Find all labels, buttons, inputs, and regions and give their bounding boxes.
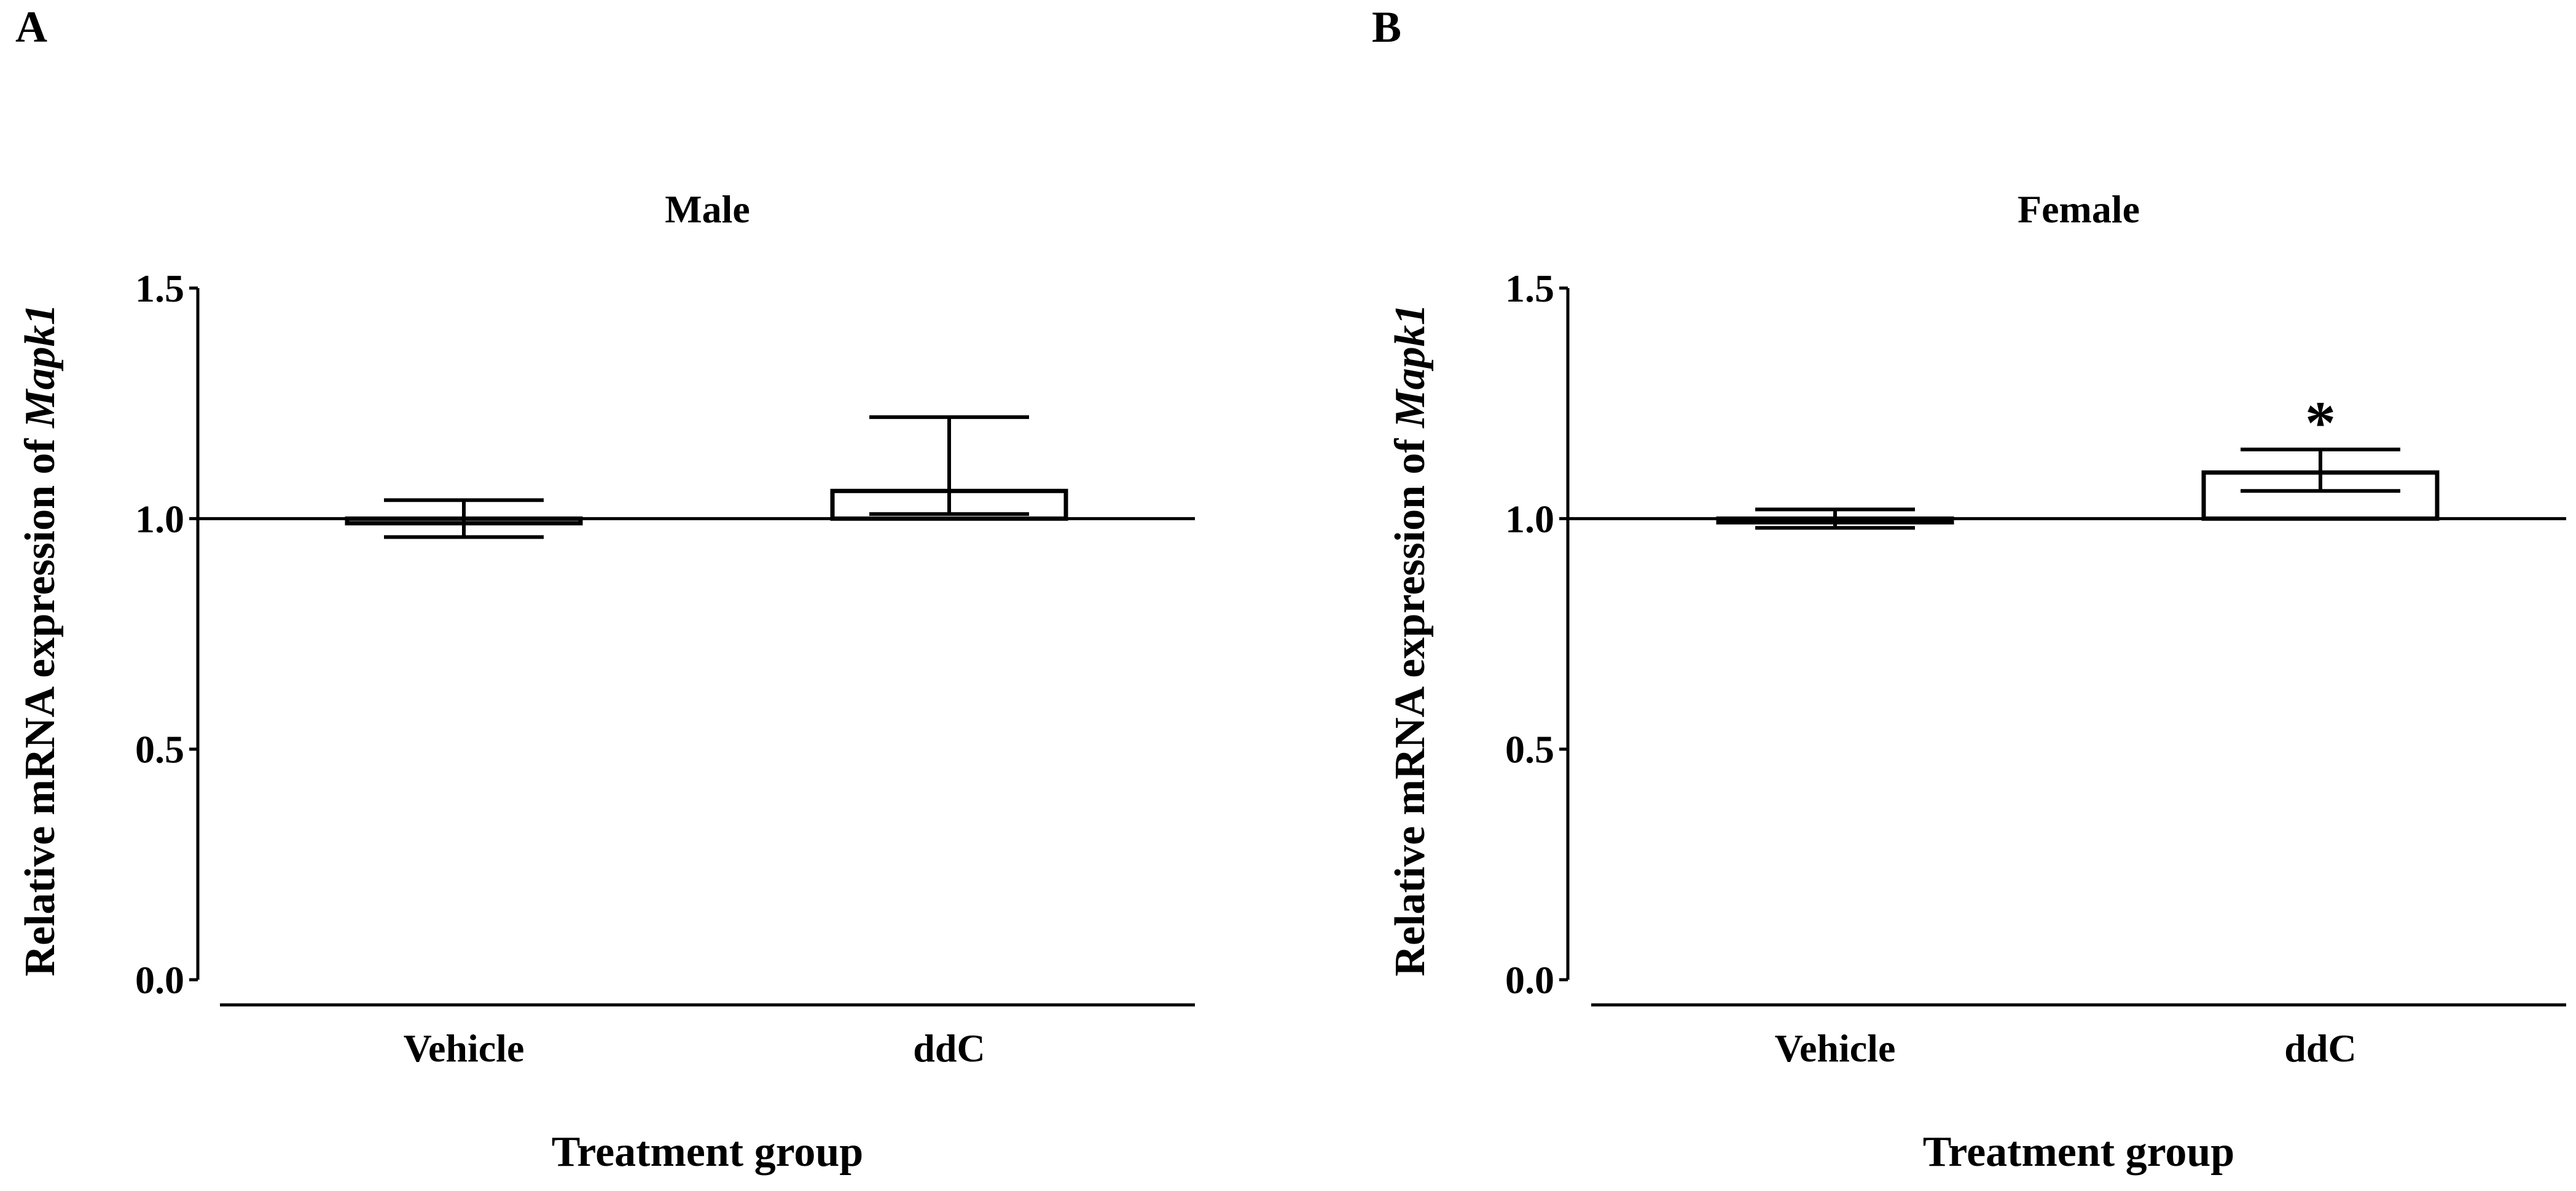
- y-axis-title: Relative mRNA expression of Mapk1: [17, 303, 64, 976]
- chart-panel-b: B Female 0.0 0.5 1.0 1.5 Relative mRNA express…: [1372, 2, 2566, 1176]
- y-tick-label: 0.5: [1505, 728, 1554, 771]
- x-category-label: Vehicle: [1775, 1026, 1896, 1070]
- y-axis-title-text: Relative mRNA expression of: [17, 428, 64, 977]
- panel-letter: B: [1372, 2, 1401, 52]
- y-tick-label: 0.0: [1505, 958, 1554, 1002]
- y-tick-label: 1.5: [1505, 267, 1554, 310]
- x-axis-title: Treatment group: [552, 1128, 863, 1176]
- y-axis-title-gene: Mapk1: [1387, 303, 1434, 428]
- y-tick-label: 1.0: [1505, 497, 1554, 541]
- chart-title: Male: [665, 187, 750, 231]
- y-axis-title: Relative mRNA expression of Mapk1: [1387, 303, 1434, 976]
- chart-panel-a: A Male 0.0 0.5 1.0 1.5 Relative mRNA expressio…: [15, 2, 1195, 1176]
- y-axis-title-text: Relative mRNA expression of: [1387, 428, 1434, 977]
- y-tick-label: 1.0: [135, 497, 184, 541]
- x-category-label: Vehicle: [404, 1026, 525, 1070]
- y-axis-title-gene: Mapk1: [17, 303, 64, 428]
- y-tick-label: 1.5: [135, 267, 184, 310]
- x-category-label: ddC: [2284, 1026, 2356, 1070]
- panel-letter: A: [15, 2, 47, 52]
- y-tick-label: 0.5: [135, 728, 184, 771]
- chart-title: Female: [2018, 187, 2140, 231]
- x-axis-title: Treatment group: [1923, 1128, 2234, 1176]
- x-category-label: ddC: [913, 1026, 985, 1070]
- significance-asterisk: *: [2305, 389, 2336, 457]
- y-tick-label: 0.0: [135, 958, 184, 1002]
